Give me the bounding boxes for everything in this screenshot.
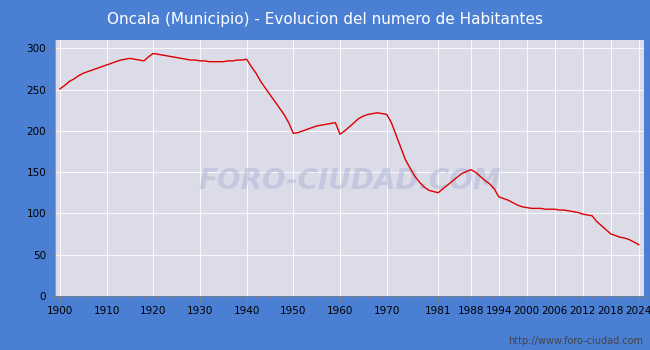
Text: FORO-CIUDAD.COM: FORO-CIUDAD.COM (198, 167, 500, 195)
Text: http://www.foro-ciudad.com: http://www.foro-ciudad.com (508, 336, 644, 346)
Text: Oncala (Municipio) - Evolucion del numero de Habitantes: Oncala (Municipio) - Evolucion del numer… (107, 12, 543, 27)
